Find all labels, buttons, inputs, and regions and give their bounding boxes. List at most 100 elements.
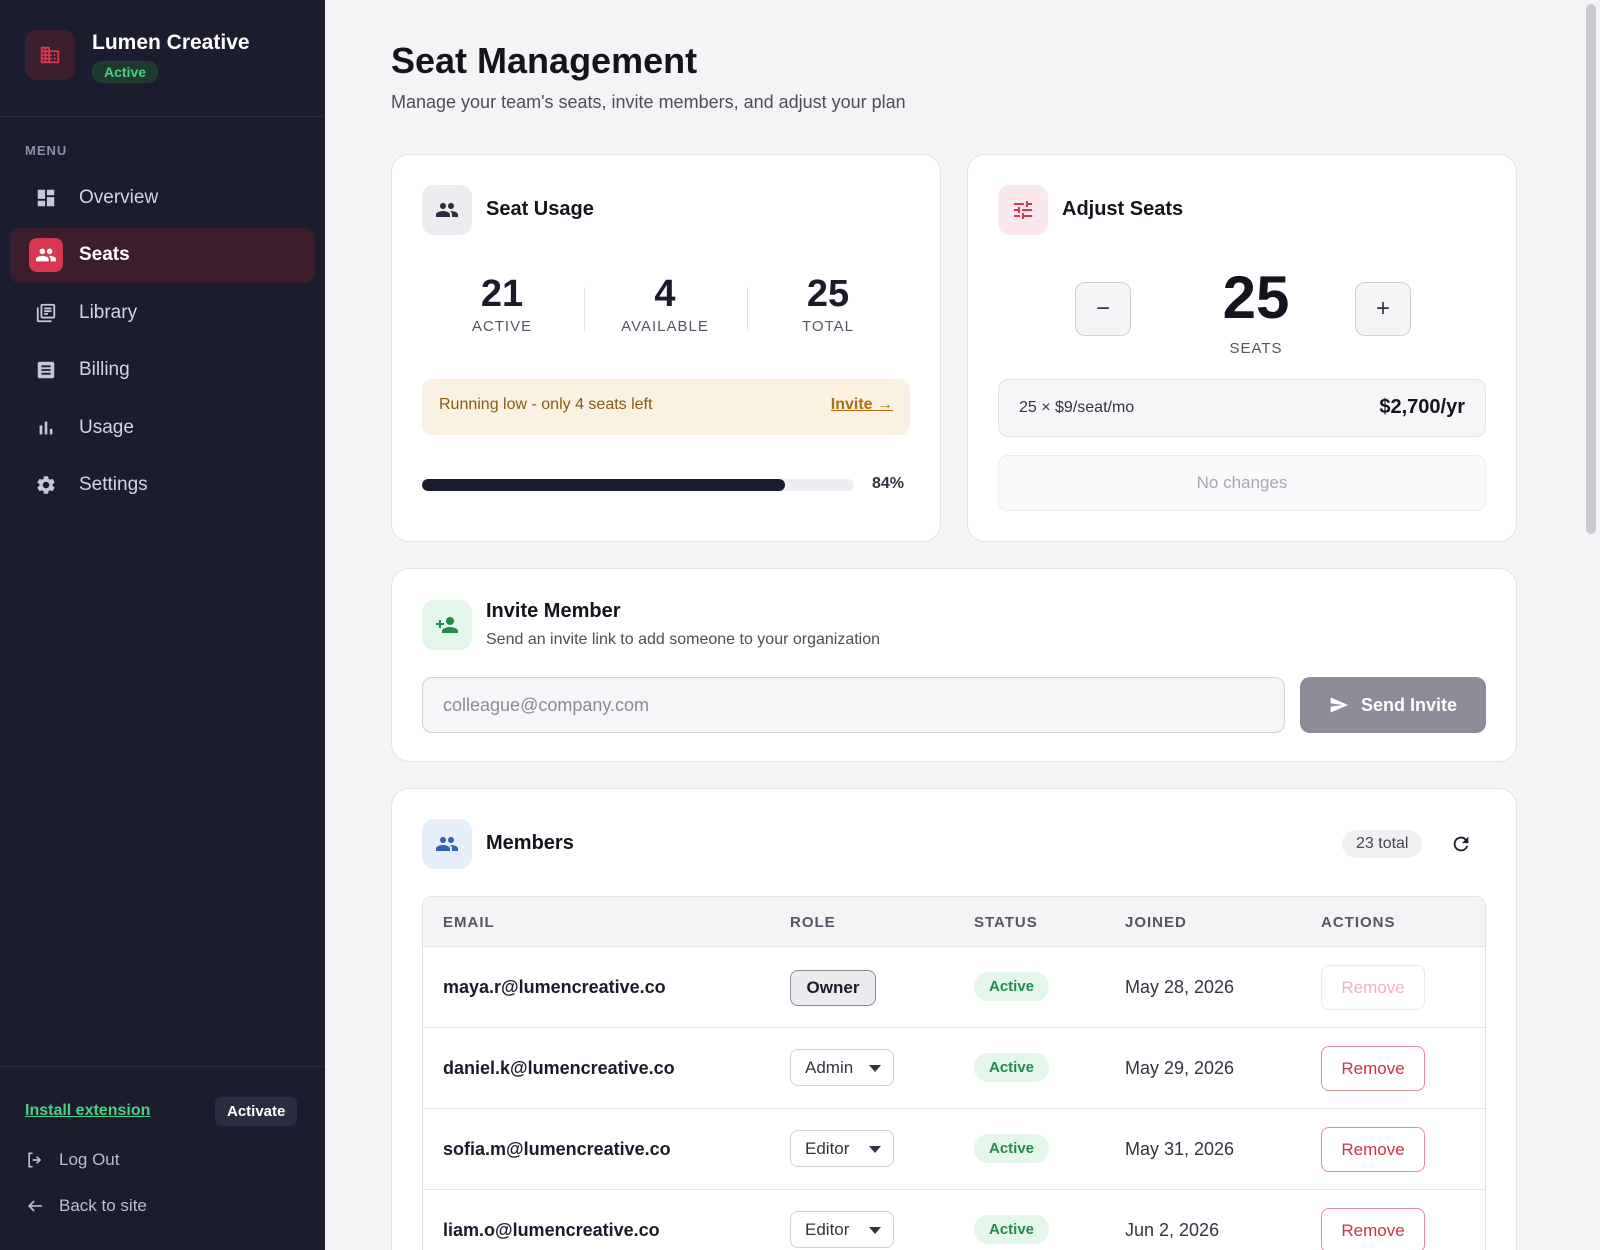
sidebar-item-settings[interactable]: Settings <box>10 458 315 513</box>
chevron-down-icon <box>869 1065 881 1072</box>
invite-member-subtitle: Send an invite link to add someone to yo… <box>486 631 881 648</box>
back-to-site-label: Back to site <box>59 1196 147 1215</box>
bar-chart-icon <box>35 417 57 439</box>
install-extension-link[interactable]: Install extension <box>25 1102 151 1119</box>
seat-count: 25 <box>1222 264 1290 331</box>
available-count: 4 <box>654 273 676 315</box>
role-select[interactable]: Editor <box>790 1130 894 1167</box>
menu-label: MENU <box>25 143 68 158</box>
divider <box>0 116 325 117</box>
logout-button[interactable]: Log Out <box>25 1150 120 1170</box>
price-total: $2,700/yr <box>1379 396 1465 418</box>
activate-button[interactable]: Activate <box>215 1097 298 1126</box>
joined-date: May 28, 2026 <box>1125 977 1235 997</box>
members-card: Members 23 total EMAIL ROLE STATUS JOINE… <box>391 788 1517 1250</box>
arrow-left-icon <box>25 1196 47 1216</box>
sidebar-item-usage[interactable]: Usage <box>10 400 315 455</box>
joined-date: Jun 2, 2026 <box>1125 1220 1220 1240</box>
chevron-down-icon <box>869 1227 881 1234</box>
members-count-badge: 23 total <box>1342 830 1423 858</box>
library-icon <box>35 302 57 324</box>
progress-percent: 84% <box>872 475 905 492</box>
available-stat: 4 AVAILABLE <box>585 273 745 335</box>
brand-status-badge: Active <box>92 61 159 83</box>
status-badge: Active <box>974 1215 1050 1244</box>
members-title: Members <box>486 832 574 854</box>
send-invite-button[interactable]: Send Invite <box>1300 677 1486 733</box>
joined-date: May 29, 2026 <box>1125 1058 1235 1078</box>
seat-usage-card: Seat Usage 21 ACTIVE 4 AVAILABLE 25 TOTA… <box>391 154 941 542</box>
divider <box>584 287 585 331</box>
logout-label: Log Out <box>59 1150 120 1169</box>
divider <box>0 1066 325 1067</box>
remove-button[interactable]: Remove <box>1321 1208 1425 1250</box>
table-row: sofia.m@lumencreative.co Editor Active M… <box>423 1109 1485 1190</box>
brand: Lumen Creative Active <box>25 30 250 83</box>
column-header-joined: JOINED <box>1125 914 1187 931</box>
back-to-site-link[interactable]: Back to site <box>25 1196 147 1216</box>
sidebar-item-library[interactable]: Library <box>10 285 315 340</box>
invite-link[interactable]: Invite → <box>830 396 893 413</box>
sidebar: Lumen Creative Active MENU Overview Seat… <box>0 0 325 1250</box>
invite-member-card: Invite Member Send an invite link to add… <box>391 568 1517 762</box>
send-invite-label: Send Invite <box>1360 694 1458 715</box>
sidebar-item-seats[interactable]: Seats <box>10 227 315 283</box>
sidebar-item-overview[interactable]: Overview <box>10 170 315 225</box>
member-email: sofia.m@lumencreative.co <box>443 1139 671 1159</box>
role-select[interactable]: Admin <box>790 1049 894 1086</box>
column-header-role: ROLE <box>790 914 836 931</box>
page-title: Seat Management <box>391 40 698 81</box>
remove-button[interactable]: Remove <box>1321 1127 1425 1172</box>
active-count: 21 <box>480 273 524 315</box>
sidebar-item-label: Overview <box>79 186 159 208</box>
invite-email-input[interactable] <box>422 677 1285 733</box>
sidebar-nav: Overview Seats Library Billing Usage Set… <box>10 170 315 515</box>
logout-icon <box>25 1150 47 1170</box>
role-select-value: Admin <box>805 1058 854 1077</box>
remove-button[interactable]: Remove <box>1321 1046 1425 1091</box>
receipt-icon <box>35 359 57 381</box>
sidebar-item-label: Library <box>79 301 138 323</box>
scrollbar-thumb[interactable] <box>1586 4 1596 534</box>
member-email: daniel.k@lumencreative.co <box>443 1058 675 1078</box>
progress-fill <box>422 479 785 491</box>
members-table: EMAIL ROLE STATUS JOINED ACTIONS maya.r@… <box>422 896 1486 1250</box>
joined-date: May 31, 2026 <box>1125 1139 1235 1159</box>
sidebar-item-label: Seats <box>79 244 130 265</box>
increase-seats-button[interactable]: + <box>1355 282 1411 336</box>
invite-member-title: Invite Member <box>486 600 621 622</box>
member-email: maya.r@lumencreative.co <box>443 977 666 997</box>
table-header: EMAIL ROLE STATUS JOINED ACTIONS <box>423 897 1485 947</box>
brand-name: Lumen Creative <box>92 31 250 54</box>
adjust-seats-card: Adjust Seats − 25 SEATS + 25 × $9/seat/m… <box>967 154 1517 542</box>
status-badge: Active <box>974 1134 1050 1163</box>
active-label: ACTIVE <box>471 318 533 335</box>
column-header-email: EMAIL <box>443 914 495 931</box>
warning-text: Running low - only 4 seats left <box>439 396 653 413</box>
gear-icon <box>35 474 57 496</box>
active-stat: 21 ACTIVE <box>422 273 582 335</box>
person-add-icon <box>422 600 472 650</box>
table-row: maya.r@lumencreative.co Owner Active May… <box>423 947 1485 1028</box>
total-label: TOTAL <box>802 318 854 335</box>
remove-button[interactable]: Remove <box>1321 965 1425 1010</box>
member-email: liam.o@lumencreative.co <box>443 1220 660 1240</box>
no-changes-button[interactable]: No changes <box>998 455 1486 511</box>
seat-usage-title: Seat Usage <box>486 198 594 220</box>
available-label: AVAILABLE <box>621 318 709 335</box>
sidebar-item-billing[interactable]: Billing <box>10 343 315 398</box>
total-stat: 25 TOTAL <box>748 273 908 335</box>
low-seats-warning: Running low - only 4 seats left Invite → <box>422 379 910 435</box>
divider <box>747 287 748 331</box>
adjust-seats-title: Adjust Seats <box>1062 198 1184 220</box>
decrease-seats-button[interactable]: − <box>1075 282 1131 336</box>
refresh-icon[interactable] <box>1450 833 1472 860</box>
total-count: 25 <box>806 273 850 315</box>
column-header-actions: ACTIONS <box>1321 914 1396 931</box>
price-calculation: 25 × $9/seat/mo <box>1019 399 1135 416</box>
sliders-icon <box>998 185 1048 235</box>
building-icon <box>25 30 75 80</box>
role-select-value: Editor <box>805 1220 850 1239</box>
sidebar-item-label: Usage <box>79 416 134 438</box>
role-select[interactable]: Editor <box>790 1211 894 1248</box>
